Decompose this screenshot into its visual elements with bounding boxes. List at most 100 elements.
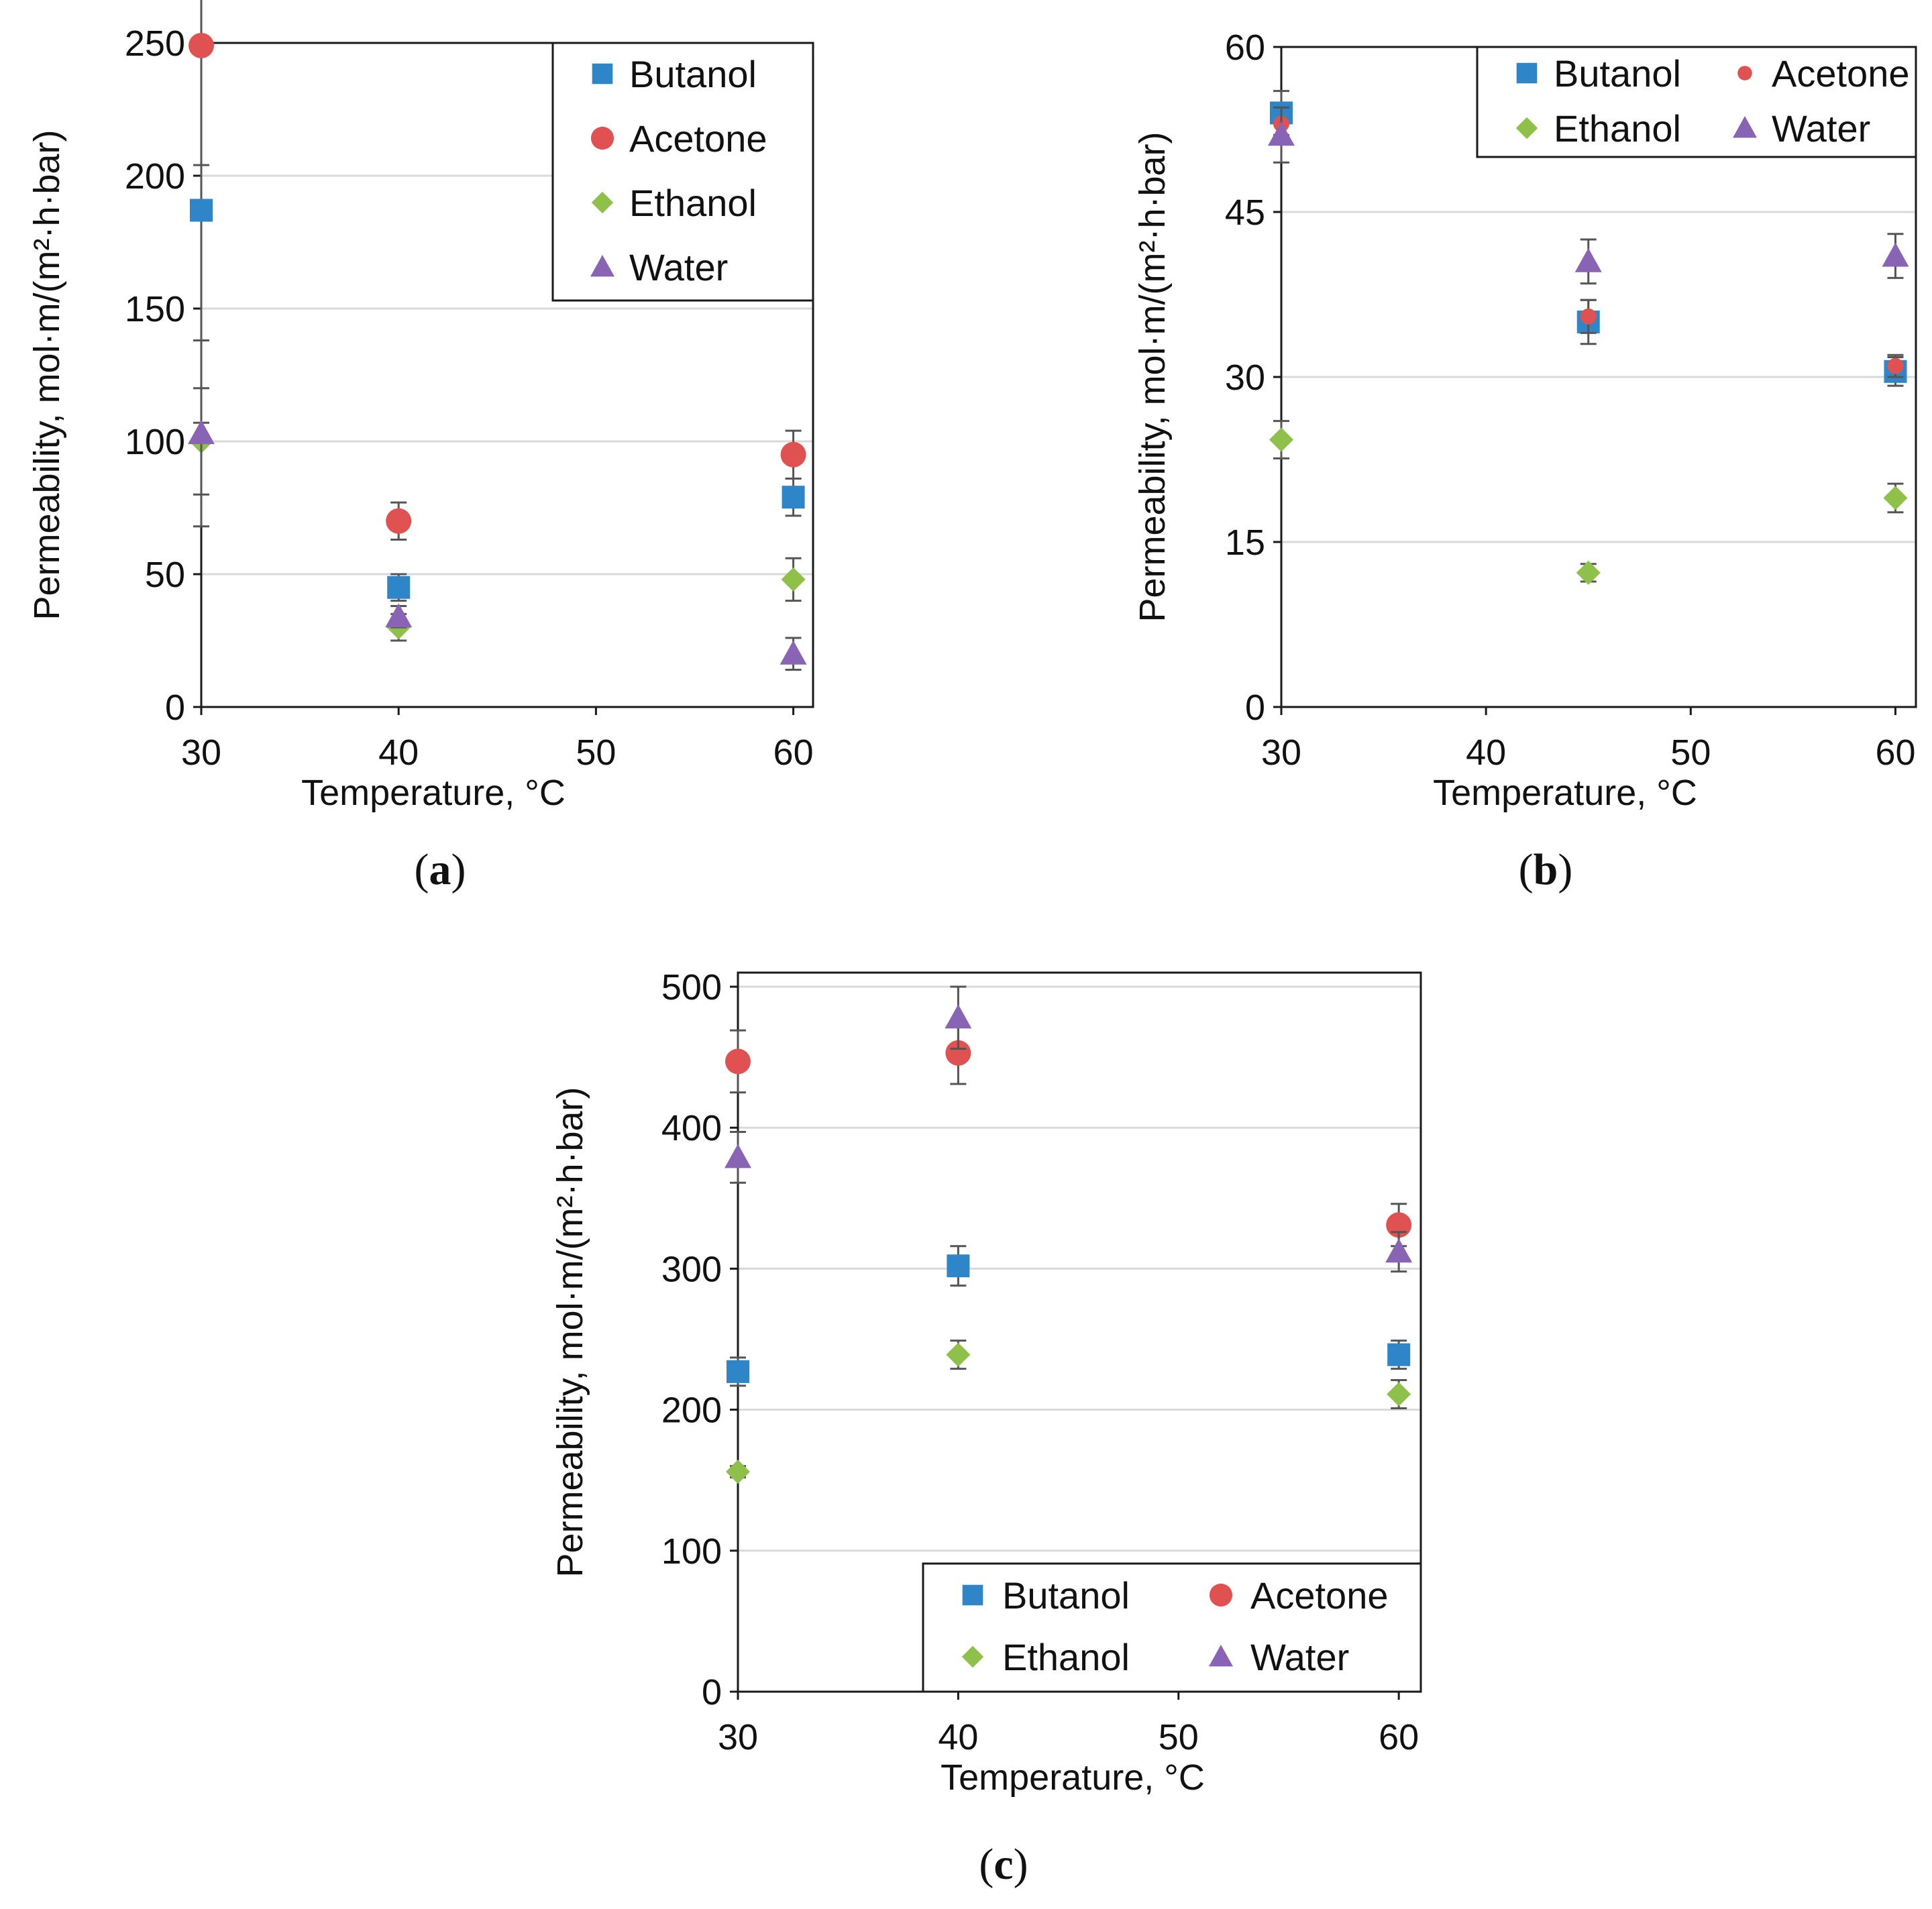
series-butanol — [727, 1245, 1411, 1387]
panel-label-letter: a — [429, 845, 451, 894]
y-tick-label: 30 — [1225, 358, 1265, 398]
y-tick-label: 0 — [1245, 688, 1265, 728]
y-tick-label: 400 — [661, 1108, 722, 1148]
x-tick-label: 50 — [576, 732, 616, 773]
data-point-ethanol — [781, 567, 806, 592]
x-tick-label: 40 — [378, 732, 419, 773]
y-tick-label: 200 — [661, 1390, 722, 1431]
series-water — [1268, 106, 1909, 285]
x-axis-title: Temperature, °C — [941, 1757, 1205, 1798]
data-point-acetone — [1887, 358, 1904, 374]
legend-marker-water — [1209, 1645, 1233, 1667]
legend-marker-butanol — [592, 63, 613, 85]
data-point-water — [1574, 248, 1602, 272]
legend-marker-water — [1733, 116, 1757, 138]
x-tick-label: 30 — [181, 732, 221, 773]
data-point-butanol — [947, 1254, 970, 1278]
panel-label-letter: c — [994, 1840, 1013, 1889]
legend-marker-acetone — [1737, 66, 1752, 80]
x-tick-label: 50 — [1159, 1717, 1199, 1757]
data-point-water — [1385, 1238, 1413, 1263]
data-point-water — [188, 420, 215, 445]
legend-box — [1476, 46, 1917, 158]
y-tick-label: 0 — [702, 1672, 722, 1712]
series-acetone — [725, 1021, 1412, 1248]
x-tick-label: 30 — [1261, 732, 1301, 773]
y-tick-label: 100 — [125, 422, 185, 462]
panel-label-open-paren: ( — [979, 1840, 994, 1889]
x-tick-label: 60 — [1379, 1717, 1419, 1757]
data-point-water — [945, 1004, 972, 1029]
legend-label-acetone: Acetone — [1250, 1574, 1389, 1617]
y-axis-title: Permeability, mol·m/(m²·h·bar) — [1132, 131, 1173, 622]
x-tick-label: 60 — [1875, 732, 1915, 773]
panel-label-letter: b — [1534, 845, 1558, 894]
y-tick-label: 150 — [125, 289, 185, 329]
series-ethanol — [189, 387, 806, 642]
x-tick-label: 50 — [1670, 732, 1711, 773]
series-ethanol — [726, 1340, 1411, 1484]
legend-marker-ethanol — [591, 191, 614, 214]
panel-label-close-paren: ) — [451, 845, 466, 894]
y-tick-label: 100 — [661, 1531, 722, 1572]
data-point-ethanol — [1576, 560, 1601, 585]
legend-label-butanol: Butanol — [1002, 1574, 1130, 1617]
y-tick-label: 50 — [145, 555, 185, 595]
legend-box — [922, 1562, 1422, 1693]
series-water — [188, 339, 807, 671]
data-point-acetone — [725, 1048, 751, 1075]
y-axis-title: Permeability, mol·m/(m²·h·bar) — [550, 1087, 590, 1577]
legend-marker-butanol — [1516, 62, 1538, 84]
legend-label-acetone: Acetone — [1772, 52, 1910, 95]
y-tick-label: 60 — [1225, 28, 1265, 68]
legend-marker-ethanol — [961, 1645, 984, 1668]
legend-marker-ethanol — [1515, 117, 1538, 140]
data-point-acetone — [780, 441, 806, 468]
legend-box — [551, 42, 814, 302]
legend-marker-acetone — [590, 126, 614, 150]
chart-panel-b: 0 15 30 45 60 30 40 50 60 Temperature, °C Permeabi… — [1132, 28, 1917, 894]
data-point-acetone — [1580, 308, 1597, 325]
x-tick-label: 30 — [718, 1717, 758, 1757]
data-point-butanol — [1387, 1343, 1411, 1366]
data-point-ethanol — [1269, 427, 1293, 452]
legend-label-water: Water — [1250, 1636, 1349, 1678]
legend-marker-water — [590, 255, 614, 277]
y-tick-label: 300 — [661, 1249, 722, 1289]
legend: Butanol Acetone Ethanol Water — [551, 42, 814, 302]
data-point-ethanol — [1387, 1382, 1411, 1407]
panel-label-close-paren: ) — [1558, 845, 1572, 894]
x-axis-title: Temperature, °C — [301, 773, 566, 813]
x-axis-title: Temperature, °C — [1433, 773, 1697, 813]
series-water — [724, 985, 1413, 1273]
data-point-water — [1268, 121, 1295, 146]
panel-label: (c) — [979, 1840, 1028, 1889]
data-point-water — [724, 1144, 751, 1168]
legend-label-butanol: Butanol — [1554, 52, 1681, 95]
data-point-ethanol — [946, 1342, 971, 1367]
y-axis-title: Permeability, mol·m/(m²·h·bar) — [27, 129, 67, 620]
legend: Butanol Acetone Ethanol Water — [1476, 46, 1917, 158]
data-point-butanol — [190, 199, 213, 222]
legend-label-water: Water — [629, 246, 728, 288]
y-tick-label: 15 — [1225, 523, 1265, 563]
chart-panel-c: 0 100 200 300 400 500 30 40 50 60 Temperature, °C P… — [550, 967, 1422, 1889]
legend-label-ethanol: Ethanol — [629, 182, 757, 224]
legend-label-acetone: Acetone — [629, 117, 767, 160]
error-bar — [193, 0, 209, 166]
y-tick-label: 45 — [1225, 193, 1265, 233]
legend-label-ethanol: Ethanol — [1002, 1636, 1130, 1678]
y-tick-label: 250 — [125, 23, 185, 64]
legend-marker-acetone — [1209, 1583, 1233, 1607]
legend-label-butanol: Butanol — [629, 53, 757, 95]
data-point-acetone — [945, 1040, 971, 1066]
legend-marker-butanol — [962, 1584, 983, 1606]
data-point-butanol — [387, 576, 411, 599]
data-point-water — [780, 640, 807, 665]
series-ethanol — [1269, 420, 1908, 585]
data-point-acetone — [189, 32, 214, 58]
data-point-butanol — [782, 486, 805, 509]
panel-label-close-paren: ) — [1014, 1840, 1028, 1889]
y-tick-label: 0 — [165, 688, 185, 728]
